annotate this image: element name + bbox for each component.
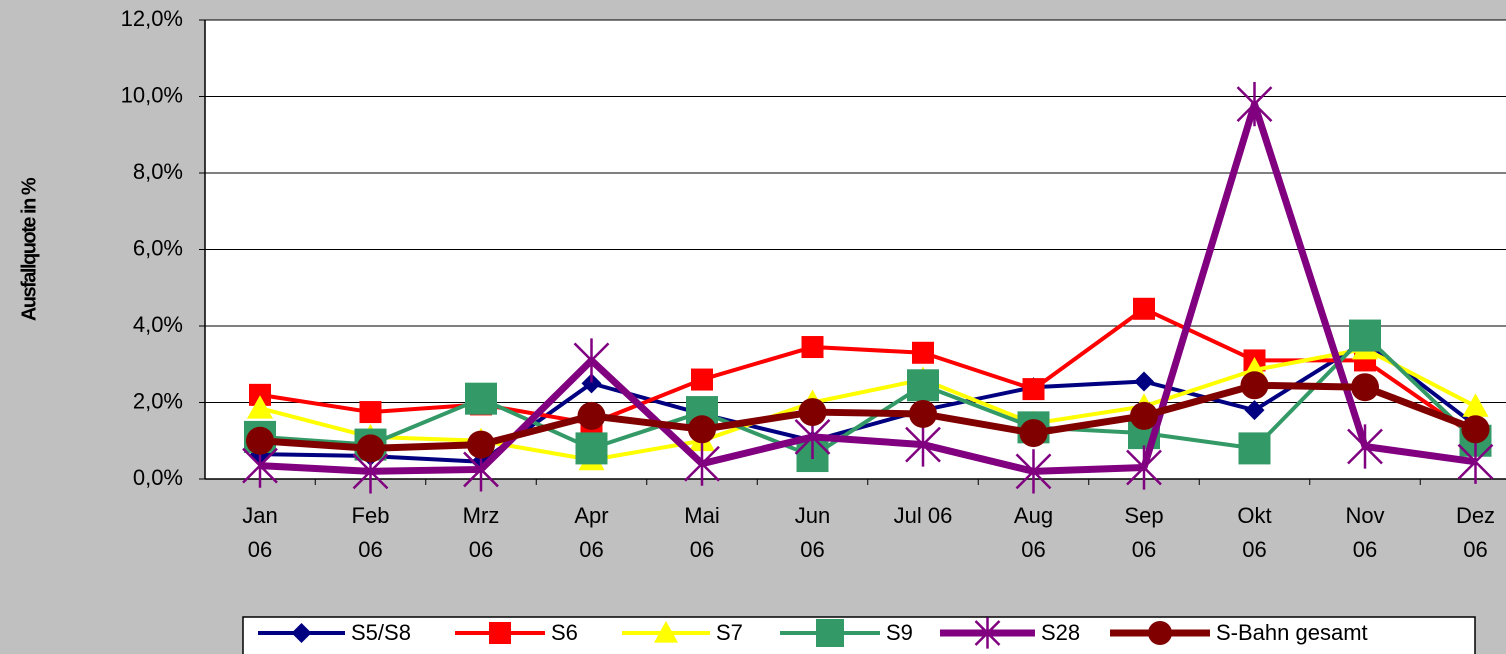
marker — [912, 341, 934, 364]
marker — [1240, 371, 1269, 400]
series-line — [259, 339, 1477, 464]
marker — [359, 401, 382, 424]
marker — [1351, 373, 1379, 402]
marker — [801, 336, 824, 359]
x-tick-label: Jan 06 — [242, 503, 277, 562]
y-tick-label: 10,0% — [121, 82, 183, 107]
marker — [654, 621, 678, 643]
legend-label: S7 — [716, 620, 743, 645]
x-tick-label: Feb 06 — [352, 503, 390, 562]
legend-label: S6 — [551, 620, 578, 645]
legend-label: S-Bahn gesamt — [1216, 620, 1368, 645]
y-tick-label: 4,0% — [133, 312, 183, 337]
marker — [489, 622, 511, 644]
series-line — [259, 333, 1477, 459]
series-line — [259, 346, 1477, 462]
x-tick-label: Sep 06 — [1124, 503, 1163, 562]
y-tick-label: 6,0% — [133, 235, 183, 260]
y-tick-label: 2,0% — [133, 388, 183, 413]
y-tick-label: 8,0% — [133, 159, 183, 184]
x-tick-label: Apr 06 — [574, 503, 608, 562]
marker — [1457, 439, 1494, 484]
legend-label: S9 — [886, 620, 913, 645]
x-tick-label: Aug 06 — [1014, 503, 1053, 562]
marker — [356, 434, 385, 463]
marker — [247, 395, 273, 419]
marker — [1022, 378, 1045, 401]
marker — [1244, 400, 1265, 421]
x-tick-label: Jun 06 — [795, 503, 830, 562]
marker — [1015, 449, 1052, 494]
legend-label: S28 — [1041, 620, 1080, 645]
marker — [1134, 371, 1154, 392]
marker — [1130, 401, 1158, 430]
marker — [1349, 319, 1381, 352]
marker — [581, 373, 602, 394]
marker — [798, 398, 827, 427]
y-axis-label: Ausfallquote in % — [18, 177, 40, 321]
marker — [575, 432, 608, 465]
marker — [1238, 432, 1271, 465]
marker — [1126, 445, 1162, 490]
legend-label: S5/S8 — [351, 620, 411, 645]
marker — [465, 382, 497, 415]
marker — [684, 441, 720, 486]
series-line — [259, 381, 1477, 452]
marker — [816, 619, 844, 647]
marker — [467, 430, 495, 459]
marker — [577, 401, 606, 430]
y-tick-label: 12,0% — [121, 6, 183, 31]
marker — [907, 369, 939, 402]
marker — [974, 617, 1001, 649]
y-tick-label: 0,0% — [133, 465, 183, 490]
marker — [691, 368, 713, 391]
marker — [1236, 82, 1273, 127]
marker — [1019, 419, 1048, 448]
marker — [1133, 297, 1155, 320]
marker — [909, 399, 937, 428]
marker — [249, 383, 271, 406]
legend — [242, 616, 1476, 654]
marker — [573, 338, 610, 383]
x-tick-label: Jul 06 — [894, 503, 953, 528]
x-tick-label: Dez 06 — [1456, 503, 1495, 562]
x-tick-label: Nov 06 — [1345, 503, 1384, 562]
marker — [1347, 424, 1383, 469]
x-tick-label: Mrz 06 — [463, 503, 500, 562]
marker — [1462, 393, 1489, 417]
series-line — [259, 100, 1476, 475]
marker — [291, 623, 312, 643]
marker — [905, 422, 941, 467]
marker — [688, 415, 716, 444]
x-tick-label: Mai 06 — [684, 503, 719, 562]
marker — [1148, 621, 1172, 645]
marker — [246, 426, 274, 455]
marker — [1461, 415, 1490, 444]
x-tick-label: Okt 06 — [1237, 503, 1271, 562]
